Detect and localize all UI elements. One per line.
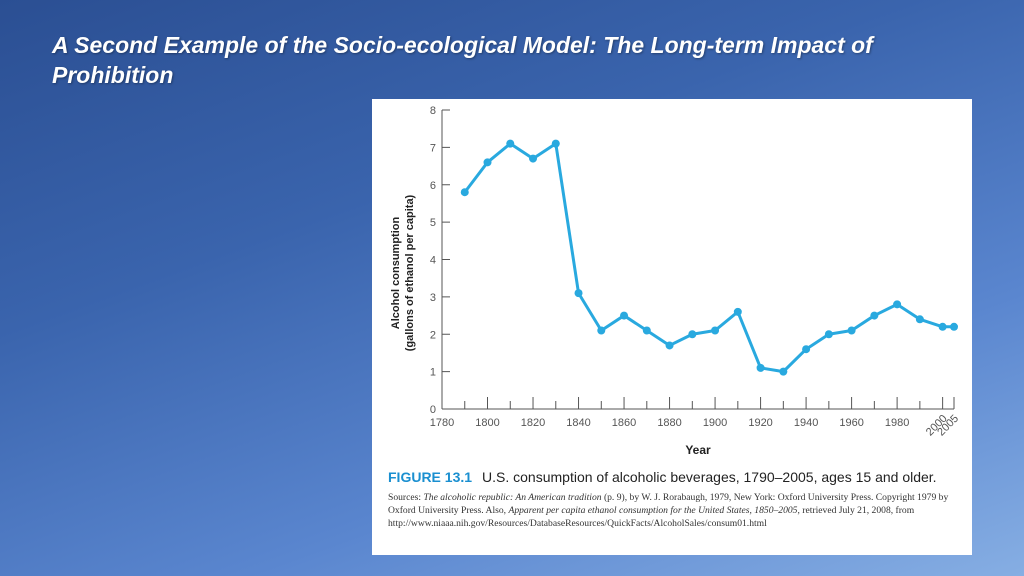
x-tick-label: 1800 (475, 417, 499, 429)
data-point (551, 139, 560, 148)
data-point (779, 367, 788, 376)
caption-sources: Sources: The alcoholic republic: An Amer… (388, 491, 963, 530)
y-tick-label: 8 (430, 105, 436, 117)
caption-text: U.S. consumption of alcoholic beverages,… (482, 469, 937, 485)
x-tick-label: 1860 (612, 417, 636, 429)
x-tick-label: 1920 (748, 417, 772, 429)
data-point (893, 300, 902, 309)
source-title-2: Apparent per capita ethanol consumption … (508, 505, 798, 516)
data-point (756, 363, 765, 372)
series-line (463, 142, 954, 374)
line-chart: 0 1 2 3 4 5 6 7 8 1780 1800 1820 1840 1860 1880 1900 192… (390, 105, 961, 457)
data-point (711, 326, 720, 335)
x-tick-label: 1960 (839, 417, 863, 429)
y-tick-label: 3 (430, 292, 436, 304)
data-point (574, 289, 583, 298)
data-point (824, 330, 833, 339)
x-axis-label: Year (685, 443, 711, 457)
data-point (597, 326, 606, 335)
data-point (847, 326, 856, 335)
data-point (460, 188, 469, 197)
y-tick-label: 1 (430, 367, 436, 379)
x-tick-label: 1900 (703, 417, 727, 429)
data-point (665, 341, 674, 350)
y-tick-label: 5 (430, 217, 436, 229)
data-point (529, 154, 538, 163)
sources-text-1: (p. 9), by W. J. Rorabaugh, 1979, New Yo… (388, 492, 949, 516)
slide-title: A Second Example of the Socio-ecological… (52, 32, 873, 88)
source-title-1: The alcoholic republic: An American trad… (423, 492, 602, 503)
sources-prefix: Sources: (388, 492, 424, 503)
y-axis-label-line2: (gallons of ethanol per capita) (404, 194, 416, 351)
sources-text-2: , retrieved July 21, 2008, from http://w… (388, 505, 915, 529)
caption-heading: FIGURE 13.1 U.S. consumption of alcoholic… (388, 469, 963, 485)
y-tick-label: 2 (430, 329, 436, 341)
x-tick-label: 1840 (566, 417, 590, 429)
y-tick-label: 6 (430, 180, 436, 192)
data-point (642, 326, 651, 335)
figure-caption: FIGURE 13.1 U.S. consumption of alcoholic… (388, 469, 963, 530)
x-tick-label: 1940 (794, 417, 818, 429)
figure-panel: 0 1 2 3 4 5 6 7 8 1780 1800 1820 1840 1860 1880 1900 192… (372, 99, 972, 555)
data-point (688, 330, 697, 339)
chart-ticks: 0 1 2 3 4 5 6 7 8 1780 1800 1820 1840 1860 1880 1900 192… (430, 105, 961, 438)
x-tick-label: 1780 (430, 417, 454, 429)
data-point (506, 139, 515, 148)
data-point (915, 315, 924, 324)
chart-series (460, 139, 958, 376)
data-point (870, 311, 879, 320)
data-point (483, 158, 492, 167)
figure-label: FIGURE 13.1 (388, 469, 473, 485)
y-tick-label: 4 (430, 255, 436, 267)
data-point (950, 322, 958, 331)
data-point (938, 322, 947, 331)
x-tick-label: 1980 (885, 417, 909, 429)
data-point (620, 311, 629, 320)
chart-axes (441, 110, 954, 410)
data-point (733, 307, 742, 316)
y-tick-label: 7 (430, 142, 436, 154)
y-tick-label: 0 (430, 404, 436, 416)
x-tick-label: 1880 (657, 417, 681, 429)
y-axis-label-line1: Alcohol consumption (390, 217, 402, 330)
x-tick-label: 1820 (521, 417, 545, 429)
data-point (802, 345, 811, 354)
